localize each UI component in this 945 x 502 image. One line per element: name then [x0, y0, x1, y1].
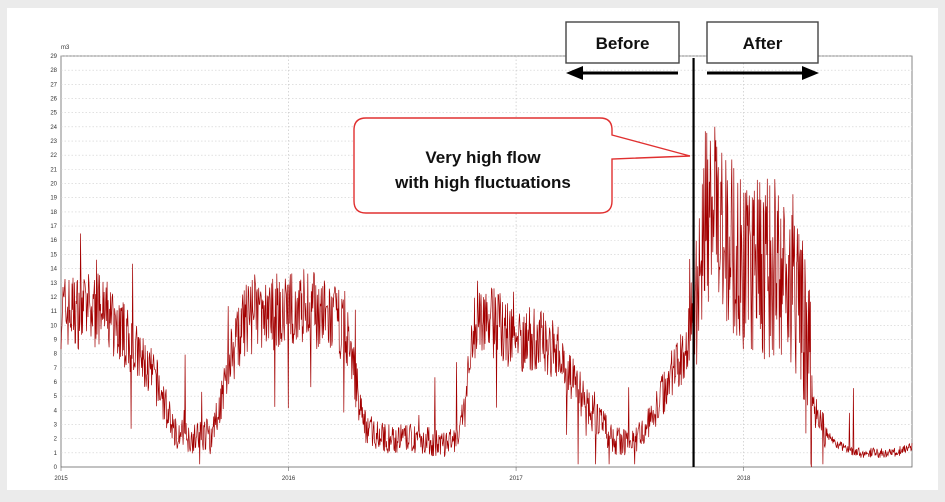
callout-line-1: Very high flow	[425, 148, 541, 167]
y-tick-label: 5	[54, 394, 58, 400]
y-tick-label: 2	[54, 437, 58, 443]
y-axis-unit: m3	[61, 45, 70, 51]
before-box	[565, 21, 680, 64]
after-box	[706, 21, 819, 64]
y-tick-label: 24	[50, 125, 57, 131]
y-axis: 0123456789101112131415161718192021222324…	[50, 54, 57, 471]
y-tick-label: 13	[50, 281, 57, 287]
series-layer	[60, 126, 913, 468]
y-tick-label: 7	[54, 366, 58, 372]
flow-series-line	[60, 126, 913, 468]
y-tick-label: 10	[50, 323, 57, 329]
y-tick-label: 29	[50, 54, 57, 60]
y-tick-label: 14	[50, 267, 57, 273]
y-tick-label: 15	[50, 252, 57, 258]
y-tick-label: 4	[54, 408, 58, 414]
x-axis: 2015 2016 2017 2018	[54, 467, 751, 482]
after-label: After	[743, 34, 783, 53]
callout-line-2: with high fluctuations	[394, 173, 571, 192]
y-tick-label: 8	[54, 352, 58, 358]
y-tick-label: 9	[54, 337, 58, 343]
y-tick-label: 27	[50, 82, 57, 88]
x-tick-label: 2017	[509, 476, 523, 482]
before-arrow-head	[566, 66, 583, 80]
y-tick-label: 6	[54, 380, 58, 386]
y-tick-label: 18	[50, 210, 57, 216]
after-arrow-head	[802, 66, 819, 80]
y-tick-label: 28	[50, 68, 57, 74]
y-tick-label: 11	[51, 309, 58, 315]
y-tick-label: 25	[50, 111, 57, 117]
x-tick-label: 2018	[737, 476, 751, 482]
x-tick-label: 2016	[282, 476, 296, 482]
y-tick-label: 22	[50, 153, 57, 159]
y-tick-label: 1	[54, 451, 58, 457]
y-tick-label: 17	[50, 224, 57, 230]
y-tick-label: 19	[50, 196, 57, 202]
y-tick-label: 20	[50, 182, 57, 188]
y-tick-label: 16	[50, 238, 57, 244]
y-tick-label: 23	[50, 139, 57, 145]
before-label: Before	[596, 34, 650, 53]
annotation-layer: Before After Very high flow with high fl…	[353, 21, 819, 467]
y-tick-label: 0	[54, 465, 58, 471]
callout-bubble	[353, 117, 691, 214]
y-tick-label: 3	[54, 422, 58, 428]
y-tick-label: 21	[50, 167, 57, 173]
y-tick-label: 12	[50, 295, 57, 301]
x-tick-label: 2015	[54, 476, 68, 482]
y-tick-label: 26	[50, 97, 57, 103]
